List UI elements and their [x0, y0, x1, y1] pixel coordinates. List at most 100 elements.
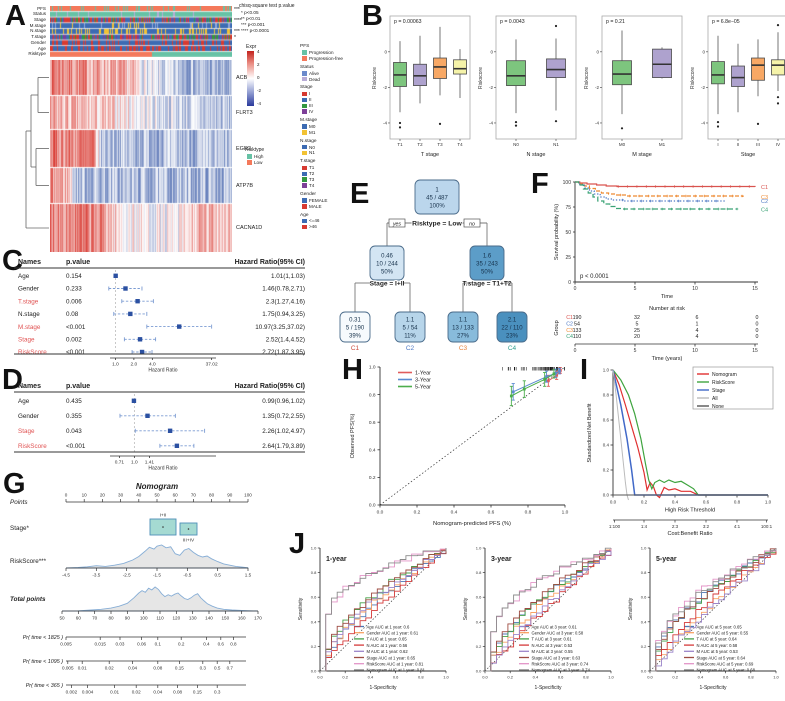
y-tick-label: 0 — [702, 49, 705, 54]
x-tick-label: 10 — [692, 286, 698, 292]
legend-label-1-Year: 1-Year — [415, 371, 431, 377]
risk-row-label-C1: C1 — [566, 315, 573, 321]
category-legend-title: Status — [300, 64, 314, 70]
density-curve — [61, 586, 259, 612]
chisq-note-line: *** p<0.001 — [241, 21, 265, 27]
row-name: N.stage — [18, 311, 40, 318]
y-axis-label: Sensitivity — [463, 597, 469, 620]
x-axis-label: Time — [661, 294, 673, 300]
legend-item-label: Progression — [309, 49, 334, 55]
annotation-row-label: Stage — [33, 17, 46, 23]
density-curve — [65, 544, 249, 569]
row-name: Gender — [18, 413, 39, 420]
x-tick-label: M1 — [659, 142, 666, 147]
expr-tick: 0 — [257, 75, 260, 80]
row-name: Age — [18, 398, 30, 405]
category-legend-title: Stage — [300, 85, 313, 91]
y-tick-label: 0.0 — [369, 503, 376, 509]
y-axis-label: Riskscore — [584, 67, 590, 89]
svg-text:39%: 39% — [349, 334, 362, 340]
y-tick-label: 0.0 — [311, 669, 317, 674]
prob-tick: 0.005 — [60, 642, 72, 647]
row-dendrogram — [25, 77, 49, 229]
row-pvalue: 0.355 — [66, 413, 82, 420]
row-hr-ci: 2.52(1.4,4.52) — [266, 337, 305, 344]
forest-plot: Names p.value Hazard Ratio(95% CI) Age 0.435… — [14, 383, 305, 472]
legend-item-label: T3 — [309, 177, 315, 182]
risk-count: 25 — [634, 328, 640, 334]
prob-tick: 0.3 — [214, 690, 221, 695]
annotation-row-label: M.stage — [29, 22, 46, 28]
legend-label-5-Year: 5-Year — [415, 385, 431, 391]
y-axis-label: Observed PFS(%) — [350, 414, 356, 459]
boxplot-m-stage: 0 -2 -4 Riskscore p = 0.21 M0 M1 M stage — [584, 15, 683, 158]
panel-label-b: B — [362, 0, 383, 32]
x-tick-label: 0.6 — [488, 510, 495, 516]
stage-row-label: Stage* — [10, 525, 29, 532]
y-tick-label: 25 — [565, 255, 571, 261]
x-tick-label: 0.0 — [482, 675, 488, 680]
x-tick-label: T2 — [417, 142, 423, 147]
chisq-note-title: chisq-square test p.value — [239, 3, 295, 9]
roc-curve — [320, 548, 447, 672]
calibration-point — [555, 373, 559, 377]
risk-count: 6 — [696, 315, 699, 321]
legend-swatch — [302, 103, 307, 108]
y-tick-label: 50 — [565, 230, 571, 236]
total-points-label: Total points — [10, 596, 46, 603]
x-tick-label: T3 — [437, 142, 443, 147]
gene-label: ACBD7 — [236, 74, 255, 81]
row-name: Age — [18, 273, 30, 280]
category-legend-title: N.stage — [300, 138, 317, 144]
expr-tick: -4 — [257, 101, 262, 106]
legend-swatch — [302, 183, 307, 188]
risk-count: 0 — [756, 328, 759, 334]
legend-swatch — [302, 124, 307, 129]
panel-label-i: I — [580, 354, 589, 386]
box-M1 — [652, 47, 672, 79]
panel-label-j: J — [289, 528, 306, 560]
prob-tick: 0.7 — [227, 666, 234, 671]
roc-legend-label: M AUC at 5 year: 0.53 — [697, 649, 739, 654]
riskscore-tick: 1.5 — [245, 573, 252, 578]
legend-swatch — [302, 91, 307, 97]
roc-curve — [320, 548, 447, 672]
panel-h-calibration: 0.0 0.0 0.2 0.2 0.4 0.4 0.6 0.6 0.8 0.8 1.0 1.0 Obse… — [340, 355, 576, 531]
risk-count: 0 — [756, 315, 759, 321]
x-tick-label: 0.6 — [703, 500, 710, 505]
svg-text:27%: 27% — [457, 334, 470, 340]
total-points-tick: 110 — [156, 616, 164, 621]
cost-benefit-tick: 1:100 — [609, 524, 621, 529]
cost-benefit-tick: 4:1 — [734, 524, 741, 529]
riskscore-tick: -0.5 — [183, 573, 191, 578]
roc-title: 3-year — [491, 556, 512, 563]
axis-tick-label: 1.0 — [131, 460, 138, 466]
roc-legend-label: RiskScore AUC at 3 year: 0.74 — [532, 662, 589, 667]
risk-count: 4 — [696, 328, 699, 334]
roc-legend-label: N AUC at 1 year: 0.56 — [367, 643, 408, 648]
x-tick-label: 0.0 — [647, 675, 653, 680]
y-tick-label: 0.2 — [311, 644, 317, 649]
box-III — [751, 39, 765, 125]
hr-point — [123, 286, 128, 291]
x-tick-label: N0 — [513, 142, 519, 147]
hr-point — [113, 273, 118, 278]
riskscore-tick: -1.5 — [153, 573, 161, 578]
x-tick-label: 0.2 — [414, 510, 421, 516]
legend-item-label: M1 — [309, 129, 316, 135]
panel-b-boxplots: 0 -2 -4 Riskscore p = 0.00063 T1 T2 T3 T4 T stage… — [360, 0, 785, 175]
hr-point — [145, 413, 150, 418]
legend-item-label: MALE — [309, 203, 322, 209]
prob-tick: 0.04 — [128, 666, 137, 671]
split-risktype: Risktype = Low — [412, 220, 462, 227]
col-header-pvalue: p.value — [66, 383, 90, 390]
points-row-label: Points — [10, 499, 28, 506]
row-pvalue: <0.001 — [66, 443, 86, 450]
cost-benefit-tick: 3:2 — [703, 524, 710, 529]
svg-text:0.31: 0.31 — [349, 318, 361, 324]
chisq-note-line: * p<0.05 — [241, 9, 259, 15]
roc-curve — [320, 548, 447, 672]
roc-plot-1-year: 0.00.0 0.2 0.2 0.4 0.4 0.6 0.6 0.8 0.8 1.0 1.0 Sens… — [298, 546, 450, 692]
hr-point — [135, 299, 140, 304]
prob-tick: 0.5 — [214, 666, 221, 671]
